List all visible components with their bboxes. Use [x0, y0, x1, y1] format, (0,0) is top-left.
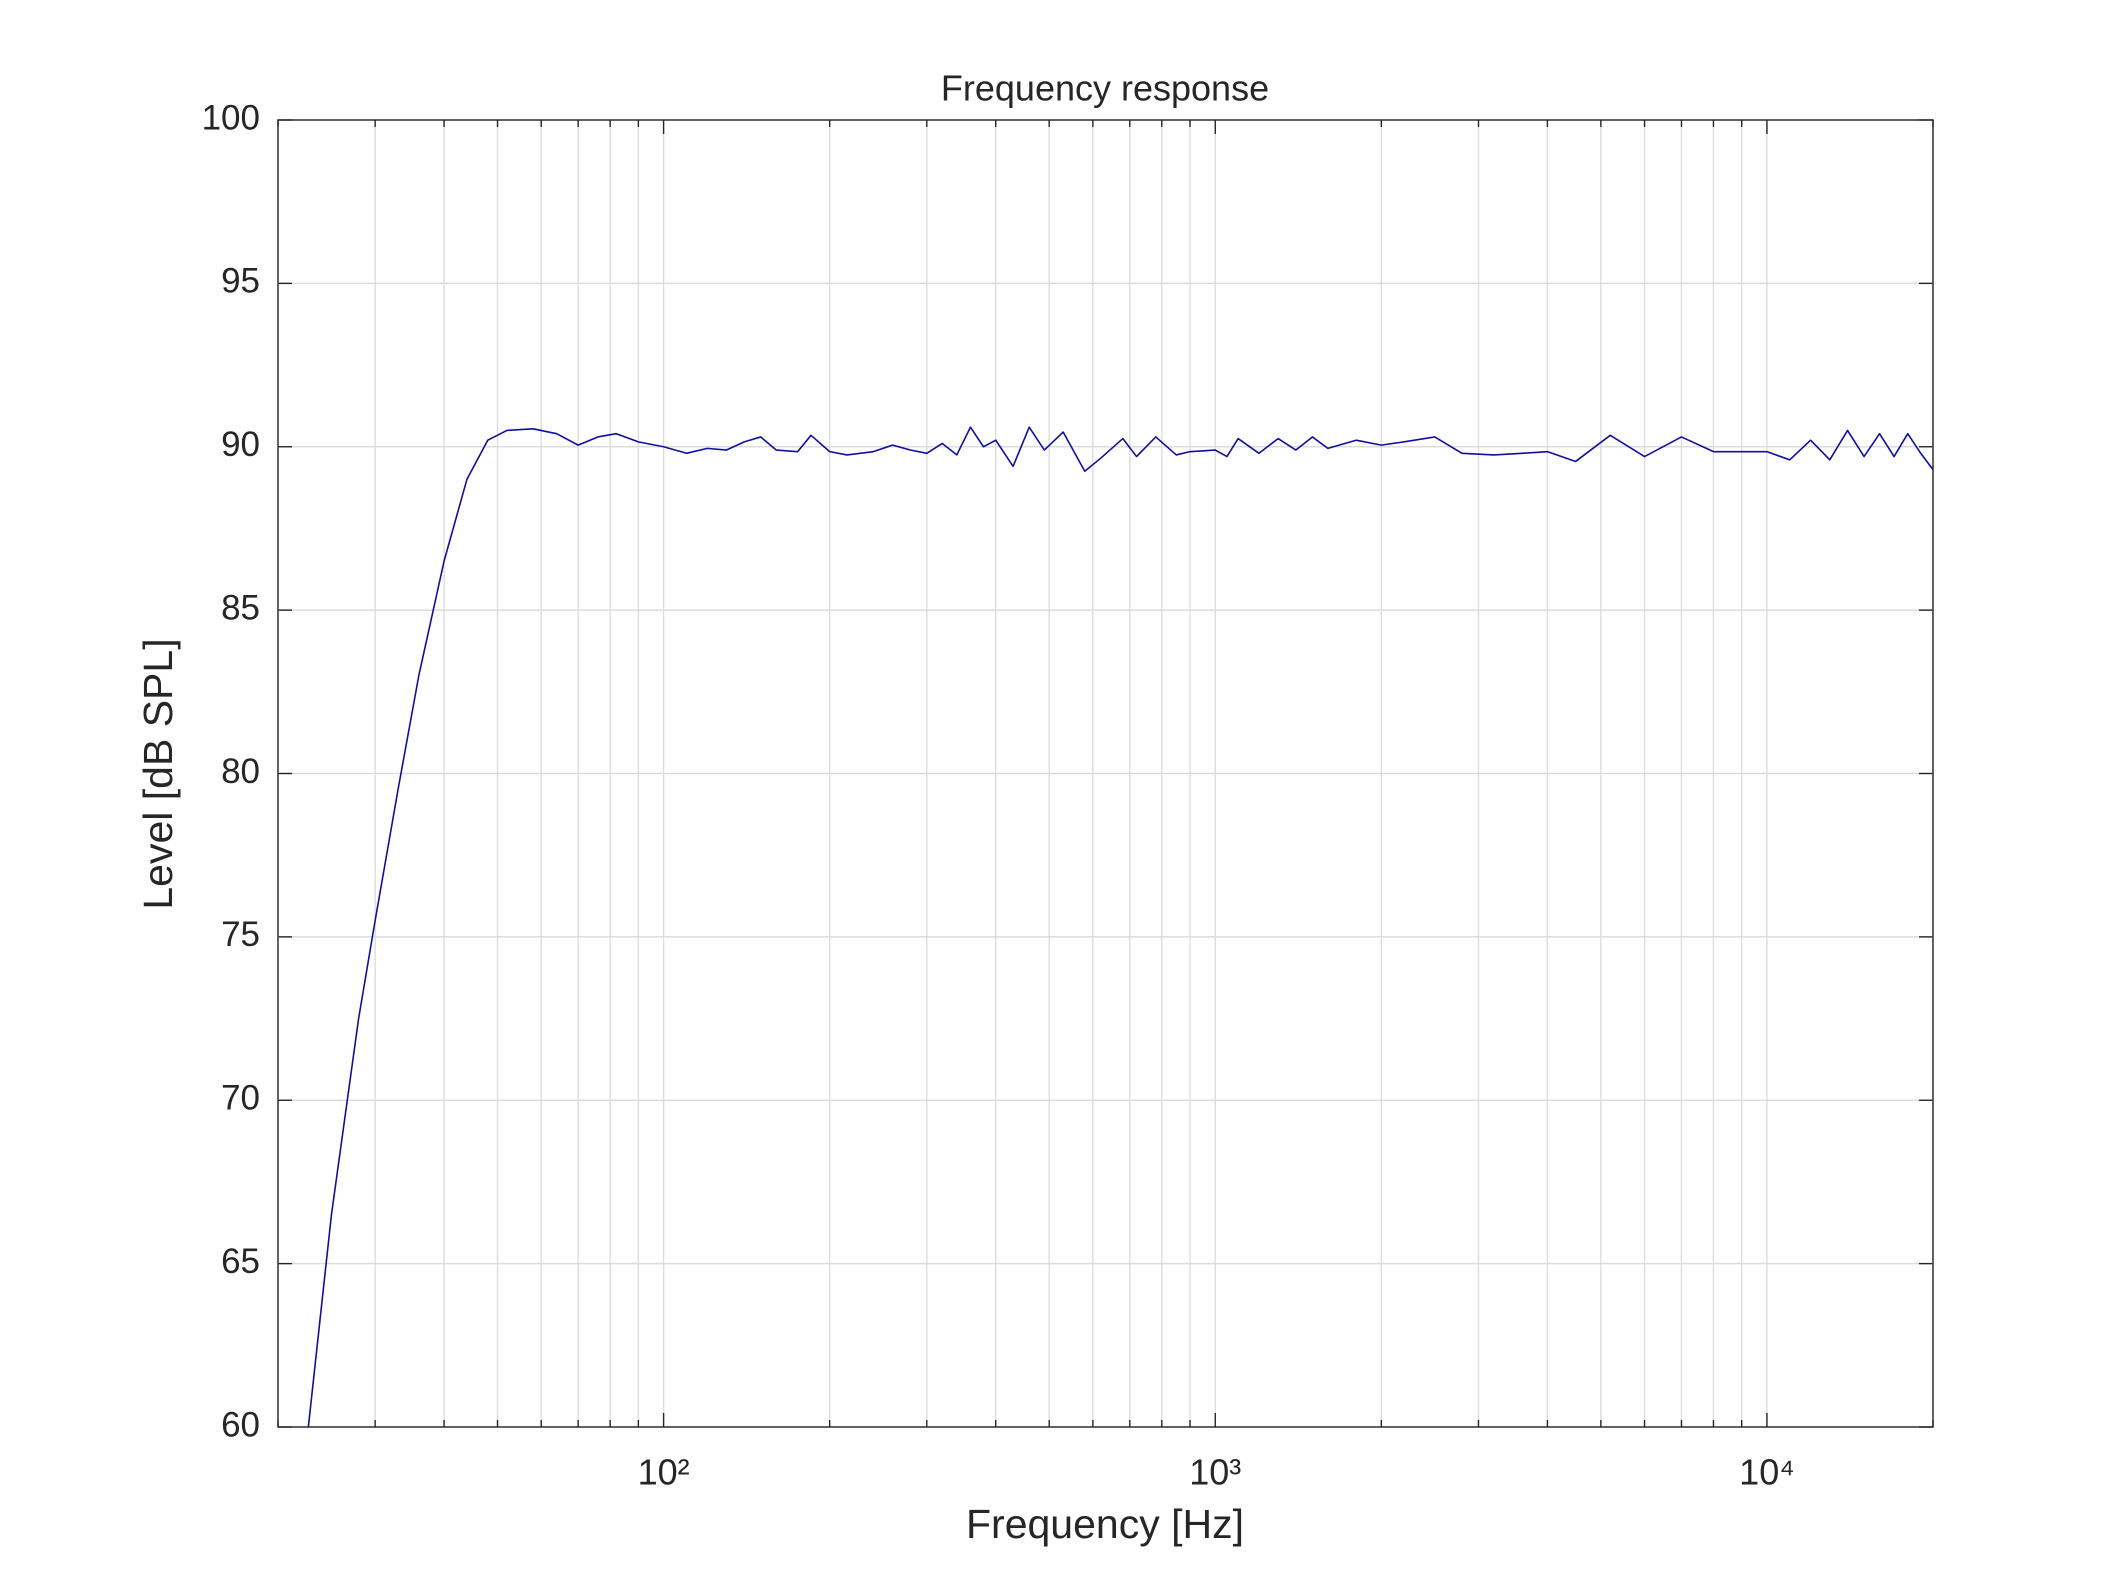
- plot-frame: [277, 119, 1934, 1428]
- x-axis-label: Frequency [Hz]: [966, 1501, 1244, 1547]
- y-tick-label: 70: [221, 1079, 260, 1118]
- x-tick-label: 10⁴: [1739, 1452, 1795, 1493]
- chart-title: Frequency response: [941, 68, 1269, 109]
- y-axis-label: Level [dB SPL]: [135, 638, 181, 909]
- y-tick-label: 100: [202, 98, 260, 137]
- x-tick-label: 10²: [638, 1452, 690, 1493]
- y-tick-label: 65: [221, 1242, 260, 1281]
- y-tick-label: 60: [221, 1405, 260, 1444]
- y-tick-label: 95: [221, 262, 260, 301]
- y-tick-label: 75: [221, 915, 260, 954]
- y-tick-label: 90: [221, 425, 260, 464]
- x-tick-label: 10³: [1189, 1452, 1241, 1493]
- y-tick-label: 80: [221, 752, 260, 791]
- y-tick-label: 85: [221, 588, 260, 627]
- series-line: [307, 426, 1934, 1428]
